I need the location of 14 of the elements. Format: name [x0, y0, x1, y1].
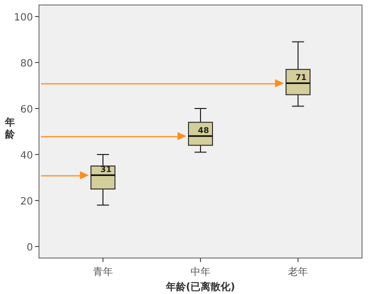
annotation: 71 [295, 73, 308, 82]
y-tick-label: 60 [20, 104, 33, 116]
y-tick-label: 80 [20, 58, 33, 70]
x-tick-label: 中年 [190, 266, 210, 278]
y-axis-title: 年龄 [4, 116, 16, 140]
annotation: 48 [198, 126, 210, 136]
y-tick-label: 100 [14, 12, 33, 24]
x-tick-label: 老年 [288, 266, 308, 278]
annotation: 31 [100, 165, 112, 174]
y-tick-label: 0 [26, 242, 33, 254]
y-tick-label: 40 [20, 150, 33, 162]
x-tick-label: 青年 [92, 266, 113, 278]
x-axis-title: 年龄(已离散化) [164, 281, 236, 293]
y-tick-label: 20 [20, 196, 33, 208]
